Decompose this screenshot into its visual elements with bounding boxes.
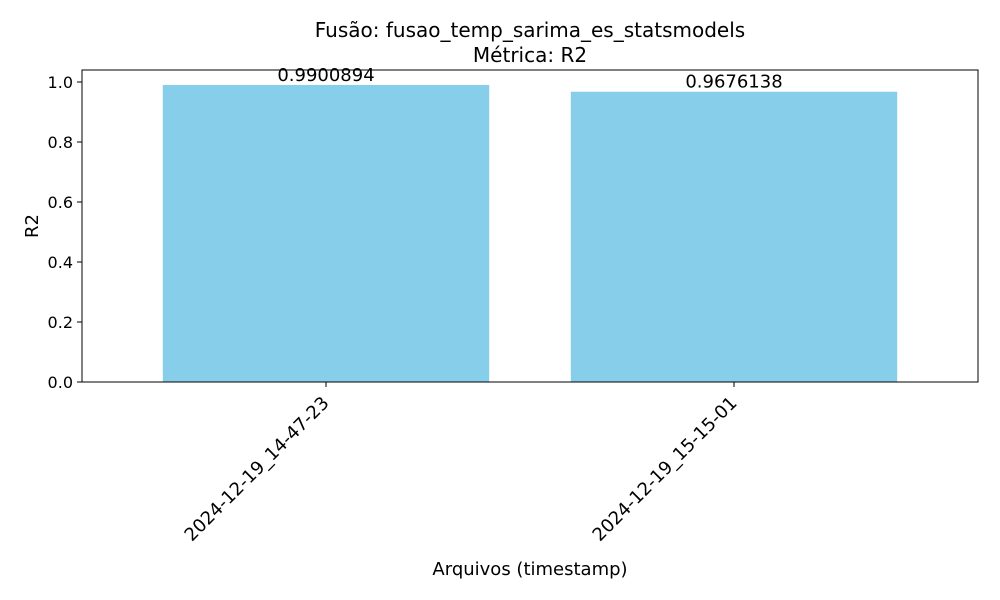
bar-value-label: 0.9900894 [277,65,374,86]
y-axis-label: R2 [22,214,43,238]
y-tick-label: 0.2 [48,313,73,332]
bar-value-label: 0.9676138 [685,72,782,93]
plot-frame [81,69,979,383]
y-tick-label: 0.0 [48,373,73,392]
y-tick-label: 1.0 [48,73,73,92]
chart-title: Fusão: fusao_temp_sarima_es_statsmodels [315,18,745,42]
y-tick-label: 0.6 [48,193,73,212]
bar [570,91,898,383]
x-axis-label: Arquivos (timestamp) [432,559,627,580]
bar [162,84,490,383]
chart-subtitle: Métrica: R2 [473,43,587,67]
plot-marks: 0.0 0.2 0.4 0.6 0.8 1.0 0.9900894 2024-12-19_14… [48,65,898,546]
x-tick-label: 2024-12-19_14-47-23 [181,393,334,546]
y-tick-label: 0.4 [48,253,73,272]
x-tick-label: 2024-12-19_15-15-01 [589,393,742,546]
y-tick-label: 0.8 [48,133,73,152]
